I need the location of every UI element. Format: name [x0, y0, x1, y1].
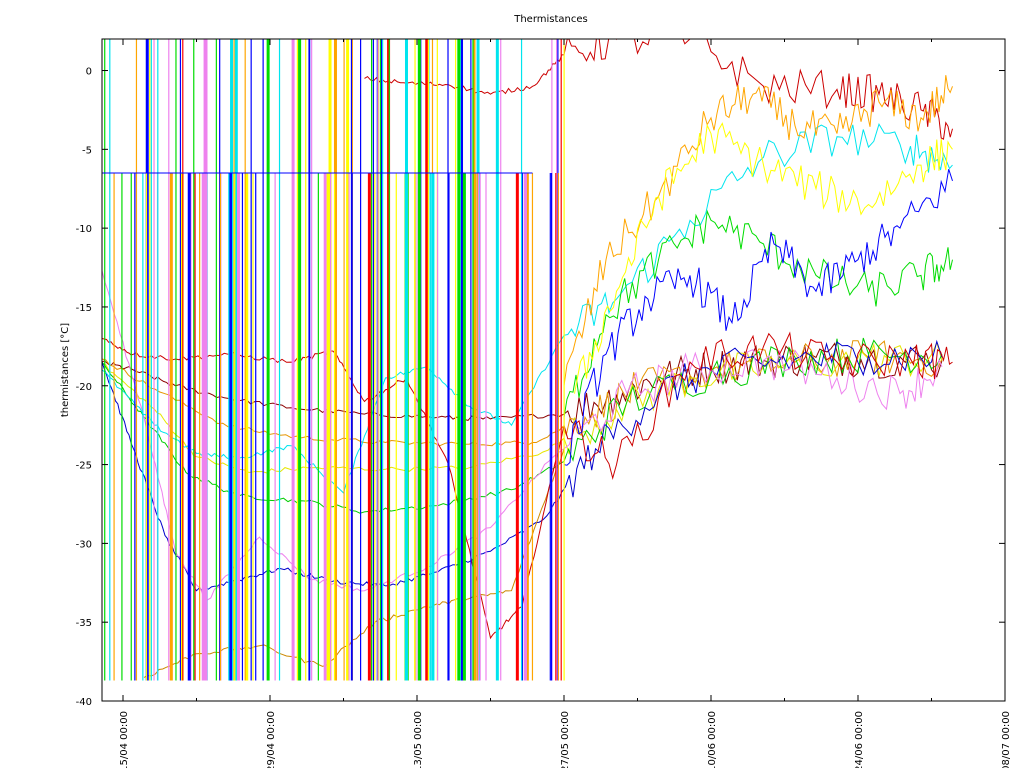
x-tick-label: 24/06 00:00: [854, 711, 865, 768]
x-axis: 15/04 00:00 29/04 00:00 13/05 00:00 27/05 0…: [119, 39, 1012, 768]
chart-title: Thermistances: [513, 14, 588, 25]
y-tick-label: -10: [76, 224, 92, 235]
y-tick-label: -25: [76, 461, 92, 472]
y-tick-label: -40: [76, 697, 92, 708]
x-tick-label: 27/05 00:00: [560, 711, 571, 768]
y-tick-label: -35: [76, 618, 92, 629]
series-line-12: [574, 122, 953, 394]
spike-layer: [102, 39, 565, 681]
x-tick-label: 10/06 00:00: [707, 711, 718, 768]
y-axis: 0 -5 -10 -15 -20 -25 -30 -35 -40: [76, 67, 1005, 708]
x-tick-label: 08/07 00:00: [1001, 711, 1012, 768]
series-line-10: [563, 75, 953, 386]
x-tick-label: 13/05 00:00: [413, 711, 424, 768]
y-tick-label: -5: [82, 145, 92, 156]
plot-frame: [101, 38, 1006, 702]
y-tick-label: -30: [76, 539, 92, 550]
y-tick-label: -20: [76, 382, 92, 393]
y-axis-label: thermistances [°C]: [60, 323, 71, 417]
series-line-13: [563, 169, 953, 466]
series-line-11: [563, 209, 953, 418]
y-tick-label: -15: [76, 303, 92, 314]
x-tick-label: 29/04 00:00: [266, 711, 277, 768]
x-tick-label: 15/04 00:00: [119, 711, 130, 768]
series-line-6: [102, 122, 953, 494]
y-tick-label: 0: [86, 67, 92, 78]
